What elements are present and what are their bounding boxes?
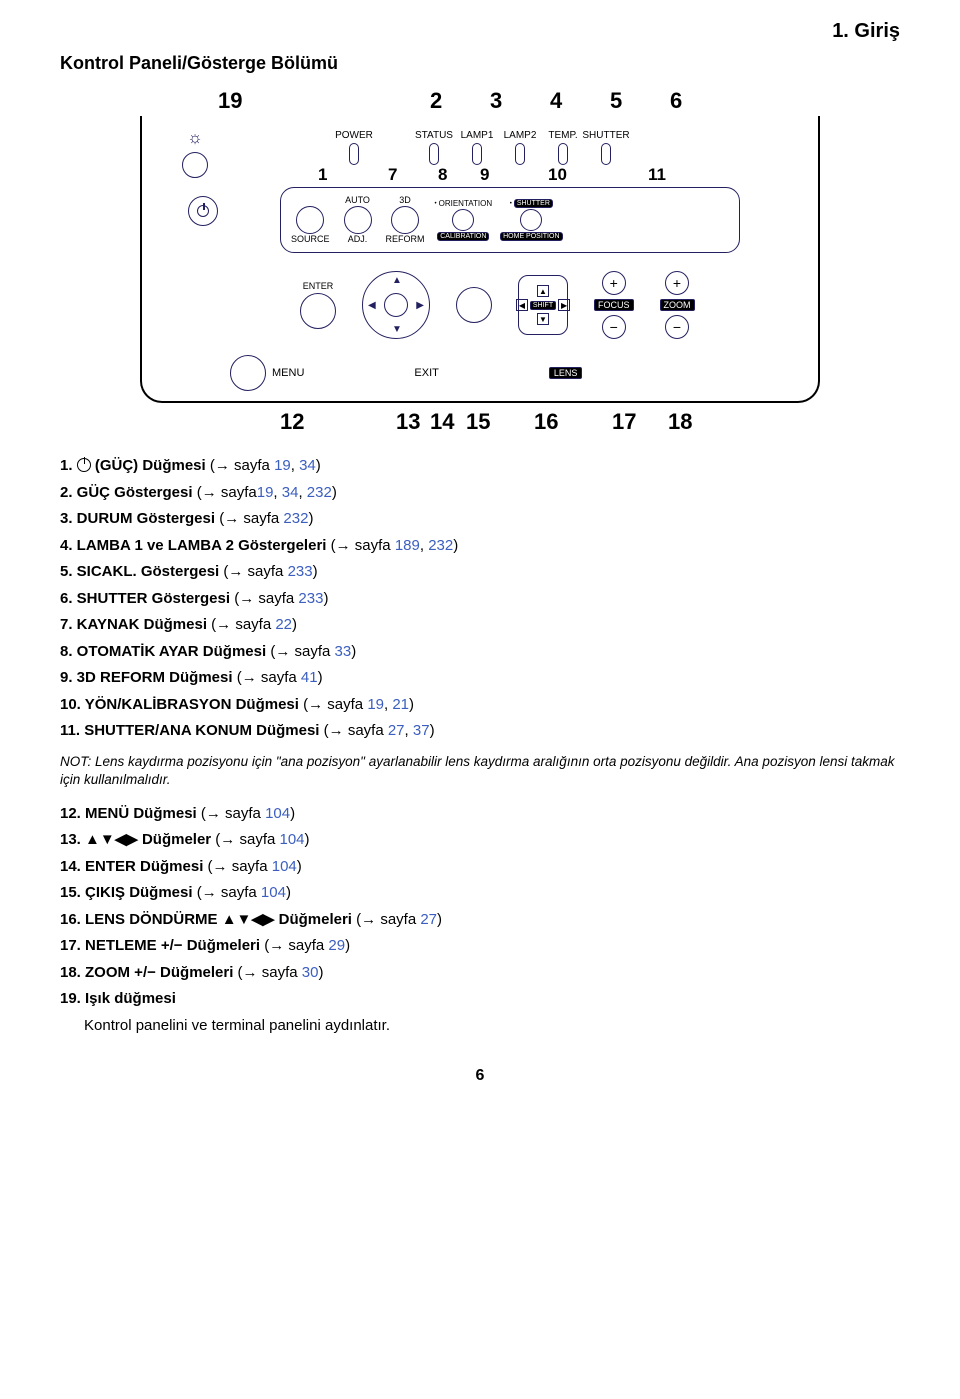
enter-button: ENTER (300, 281, 336, 329)
legend-list-2: 12. MENÜ Düğmesi (→ sayfa 104) 13. ▲▼◀▶ D… (60, 803, 900, 1038)
legend-item: 7. KAYNAK Düğmesi (→ sayfa 22) (60, 614, 900, 637)
legend-item: 12. MENÜ Düğmesi (→ sayfa 104) (60, 803, 900, 826)
callout-number: 3 (490, 88, 502, 114)
legend-item: 18. ZOOM +/− Düğmeleri (→ sayfa 30) (60, 962, 900, 985)
legend-item: 14. ENTER Düğmesi (→ sayfa 104) (60, 856, 900, 879)
led-power: POWER (330, 130, 378, 165)
legend-item: 10. YÖN/KALİBRASYON Düğmesi (→ sayfa 19,… (60, 694, 900, 717)
callout-number: 6 (670, 88, 682, 114)
dpad: ▲ ▼ ◀ ▶ (362, 271, 430, 339)
menu-button: MENU (230, 355, 304, 391)
exit-button (456, 287, 492, 323)
legend-item: 16. LENS DÖNDÜRME ▲▼◀▶ Düğmeleri (→ sayf… (60, 909, 900, 932)
focus-buttons: + FOCUS − (594, 271, 634, 339)
led-lamp1: LAMP1 (457, 130, 497, 165)
legend-item: 19. Işık düğmesi (60, 988, 900, 1011)
callout-number: 14 (430, 409, 454, 435)
callout-number: 11 (648, 165, 666, 185)
light-icon: ☼ (187, 128, 203, 148)
callout-number: 18 (668, 409, 692, 435)
callout-number: 2 (430, 88, 442, 114)
led-status: STATUS (414, 130, 454, 165)
power-icon (197, 205, 209, 217)
callout-number: 8 (438, 165, 447, 185)
legend-item-desc: Kontrol panelini ve terminal panelini ay… (84, 1015, 900, 1038)
power-button-group (188, 196, 218, 226)
callout-number: 5 (610, 88, 622, 114)
page-number: 6 (60, 1067, 900, 1085)
led-temp: TEMP. (543, 130, 583, 165)
callout-number: 17 (612, 409, 636, 435)
indicator-led-row: POWER STATUSLAMP1LAMP2TEMP.SHUTTER (330, 130, 800, 165)
control-panel-diagram: 1923456 ☼ POWERSTATUSLAMP1LAMP2TEMP.SHUT… (140, 88, 820, 439)
legend-item: 13. ▲▼◀▶ Düğmeler (→ sayfa 104) (60, 829, 900, 852)
callout-number: 16 (534, 409, 558, 435)
legend-item: 5. SICAKL. Göstergesi (→ sayfa 233) (60, 561, 900, 584)
legend-item: 15. ÇIKIŞ Düğmesi (→ sayfa 104) (60, 882, 900, 905)
source-button: SOURCE (291, 206, 330, 244)
legend-item: 8. OTOMATİK AYAR Düğmesi (→ sayfa 33) (60, 641, 900, 664)
note-text: NOT: Lens kaydırma pozisyonu için "ana p… (60, 753, 900, 789)
lens-label: LENS (549, 367, 583, 379)
shutter-home-button: •SHUTTER HOME POSITION (500, 199, 562, 241)
orientation-button: •ORIENTATION CALIBRATION (435, 200, 493, 241)
power-button (188, 196, 218, 226)
legend-item: 4. LAMBA 1 ve LAMBA 2 Göstergeleri (→ sa… (60, 535, 900, 558)
shift-dpad: ▲ ◀SHIFT▶ ▼ (518, 275, 568, 335)
legend-item: 1. (GÜÇ) Düğmesi (→ sayfa 19, 34) (60, 455, 900, 478)
legend-item: 3. DURUM Göstergesi (→ sayfa 232) (60, 508, 900, 531)
legend-item: 9. 3D REFORM Düğmesi (→ sayfa 41) (60, 667, 900, 690)
callout-number: 15 (466, 409, 490, 435)
legend-item: 17. NETLEME +/− Düğmeleri (→ sayfa 29) (60, 935, 900, 958)
callout-number: 13 (396, 409, 420, 435)
exit-label: EXIT (414, 367, 438, 379)
section-subtitle: Kontrol Paneli/Gösterge Bölümü (60, 53, 900, 74)
callout-number: 7 (388, 165, 397, 185)
callout-number: 4 (550, 88, 562, 114)
3d-reform-button: 3D REFORM (386, 196, 425, 244)
legend-item: 11. SHUTTER/ANA KONUM Düğmesi (→ sayfa 2… (60, 720, 900, 743)
button-panel: SOURCE AUTO ADJ. 3D REFORM •ORIENTATION (280, 187, 740, 253)
zoom-buttons: + ZOOM − (660, 271, 695, 339)
callout-number: 12 (280, 409, 304, 435)
chapter-heading: 1. Giriş (60, 20, 900, 43)
callout-number: 9 (480, 165, 489, 185)
led-lamp2: LAMP2 (500, 130, 540, 165)
callout-number: 1 (318, 165, 327, 185)
auto-adj-button: AUTO ADJ. (344, 196, 372, 244)
legend-item: 6. SHUTTER Göstergesi (→ sayfa 233) (60, 588, 900, 611)
callout-number: 19 (218, 88, 242, 114)
legend-list-1: 1. (GÜÇ) Düğmesi (→ sayfa 19, 34) 2. GÜÇ … (60, 455, 900, 743)
callout-number: 10 (548, 165, 567, 185)
legend-item: 2. GÜÇ Göstergesi (→ sayfa19, 34, 232) (60, 482, 900, 505)
led-shutter: SHUTTER (586, 130, 626, 165)
